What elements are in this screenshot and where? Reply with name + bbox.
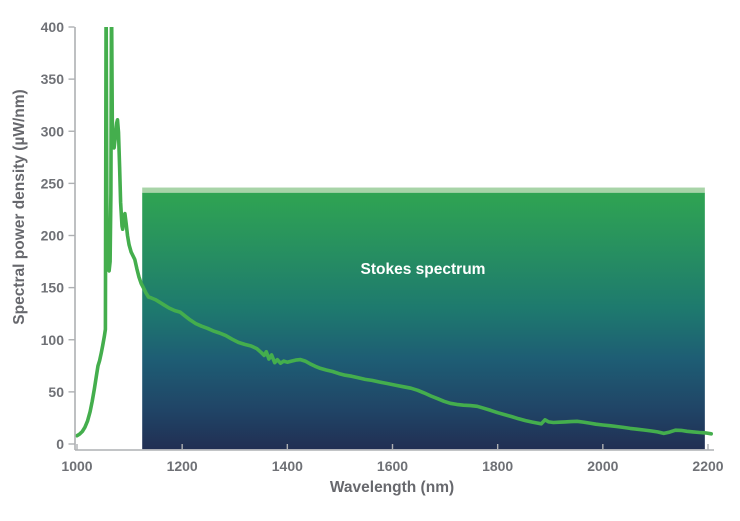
y-axis-ticks — [68, 26, 75, 445]
y-axis-tick-labels: 0 50 100 150 200 250 300 350 400 — [41, 19, 65, 452]
spectrum-curve — [75, 27, 713, 438]
y-tick-label: 150 — [41, 280, 65, 296]
y-tick-label: 0 — [56, 436, 64, 452]
x-tick-label: 2200 — [692, 458, 723, 474]
x-tick-label: 1800 — [482, 458, 513, 474]
x-axis-ticks — [76, 444, 709, 450]
y-tick-label: 100 — [41, 332, 65, 348]
stokes-region-gradient — [142, 192, 705, 450]
x-tick-label: 1400 — [272, 458, 303, 474]
stokes-region-top-band — [142, 187, 705, 193]
x-tick-label: 2000 — [587, 458, 618, 474]
y-axis-title: Spectral power density (µW/nm) — [11, 89, 28, 324]
stokes-spectrum-label: Stokes spectrum — [361, 261, 486, 278]
y-tick-label: 200 — [41, 228, 65, 244]
stokes-region — [142, 187, 705, 450]
x-tick-label: 1000 — [61, 458, 92, 474]
x-axis-tick-labels: 1000 1200 1400 1600 1800 2000 2200 — [61, 458, 723, 474]
y-tick-label: 400 — [41, 19, 65, 35]
y-tick-label: 50 — [48, 384, 64, 400]
axes — [68, 26, 714, 451]
y-tick-label: 300 — [41, 123, 65, 139]
y-tick-label: 250 — [41, 175, 65, 191]
x-tick-label: 1200 — [167, 458, 198, 474]
x-axis-title: Wavelength (nm) — [330, 479, 454, 496]
x-tick-label: 1600 — [377, 458, 408, 474]
y-tick-label: 350 — [41, 71, 65, 87]
